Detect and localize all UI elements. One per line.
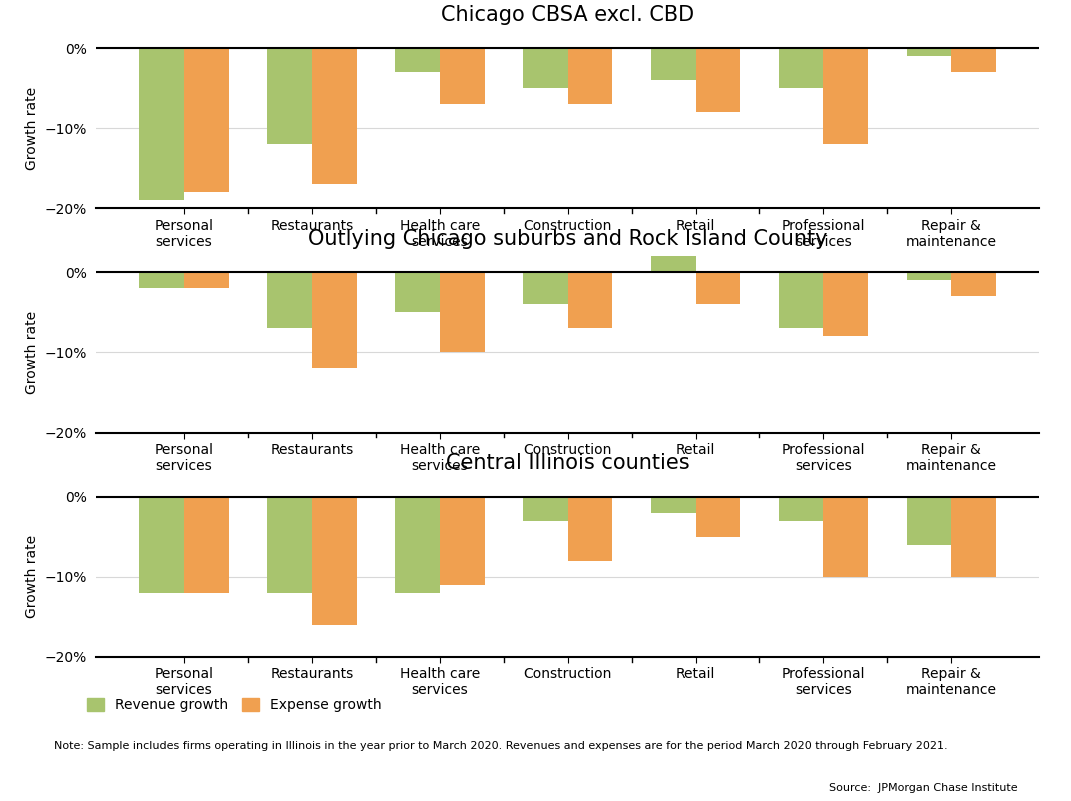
- Bar: [906, 272, 951, 280]
- Bar: [440, 497, 484, 585]
- Bar: [139, 497, 184, 593]
- Bar: [395, 48, 440, 72]
- Bar: [267, 497, 312, 593]
- Bar: [395, 272, 440, 312]
- Bar: [440, 272, 484, 352]
- Bar: [951, 272, 996, 296]
- Bar: [395, 497, 440, 593]
- Bar: [568, 497, 613, 561]
- Text: Note: Sample includes firms operating in Illinois in the year prior to March 202: Note: Sample includes firms operating in…: [54, 741, 947, 751]
- Title: Outlying Chicago suburbs and Rock Island County: Outlying Chicago suburbs and Rock Island…: [307, 229, 828, 249]
- Y-axis label: Growth rate: Growth rate: [25, 535, 39, 618]
- Bar: [906, 497, 951, 545]
- Bar: [779, 48, 824, 88]
- Bar: [779, 272, 824, 328]
- Y-axis label: Growth rate: Growth rate: [25, 311, 39, 394]
- Bar: [651, 497, 695, 513]
- Bar: [651, 256, 695, 272]
- Bar: [695, 48, 740, 112]
- Bar: [568, 272, 613, 328]
- Bar: [440, 48, 484, 104]
- Bar: [824, 272, 869, 336]
- Bar: [312, 272, 357, 368]
- Text: Source:  JPMorgan Chase Institute: Source: JPMorgan Chase Institute: [829, 783, 1017, 793]
- Bar: [523, 497, 568, 521]
- Bar: [139, 272, 184, 288]
- Bar: [267, 272, 312, 328]
- Bar: [906, 48, 951, 56]
- Bar: [695, 497, 740, 537]
- Bar: [523, 272, 568, 304]
- Bar: [695, 272, 740, 304]
- Bar: [951, 497, 996, 577]
- Bar: [523, 48, 568, 88]
- Bar: [951, 48, 996, 72]
- Legend: Revenue growth, Expense growth: Revenue growth, Expense growth: [81, 693, 388, 718]
- Bar: [312, 497, 357, 625]
- Bar: [312, 48, 357, 184]
- Bar: [824, 497, 869, 577]
- Title: Chicago CBSA excl. CBD: Chicago CBSA excl. CBD: [441, 5, 694, 25]
- Title: Central Illinois counties: Central Illinois counties: [446, 453, 690, 473]
- Bar: [139, 48, 184, 200]
- Bar: [779, 497, 824, 521]
- Y-axis label: Growth rate: Growth rate: [25, 87, 39, 170]
- Bar: [184, 272, 229, 288]
- Bar: [651, 48, 695, 80]
- Bar: [568, 48, 613, 104]
- Bar: [184, 48, 229, 192]
- Bar: [267, 48, 312, 144]
- Bar: [184, 497, 229, 593]
- Bar: [824, 48, 869, 144]
